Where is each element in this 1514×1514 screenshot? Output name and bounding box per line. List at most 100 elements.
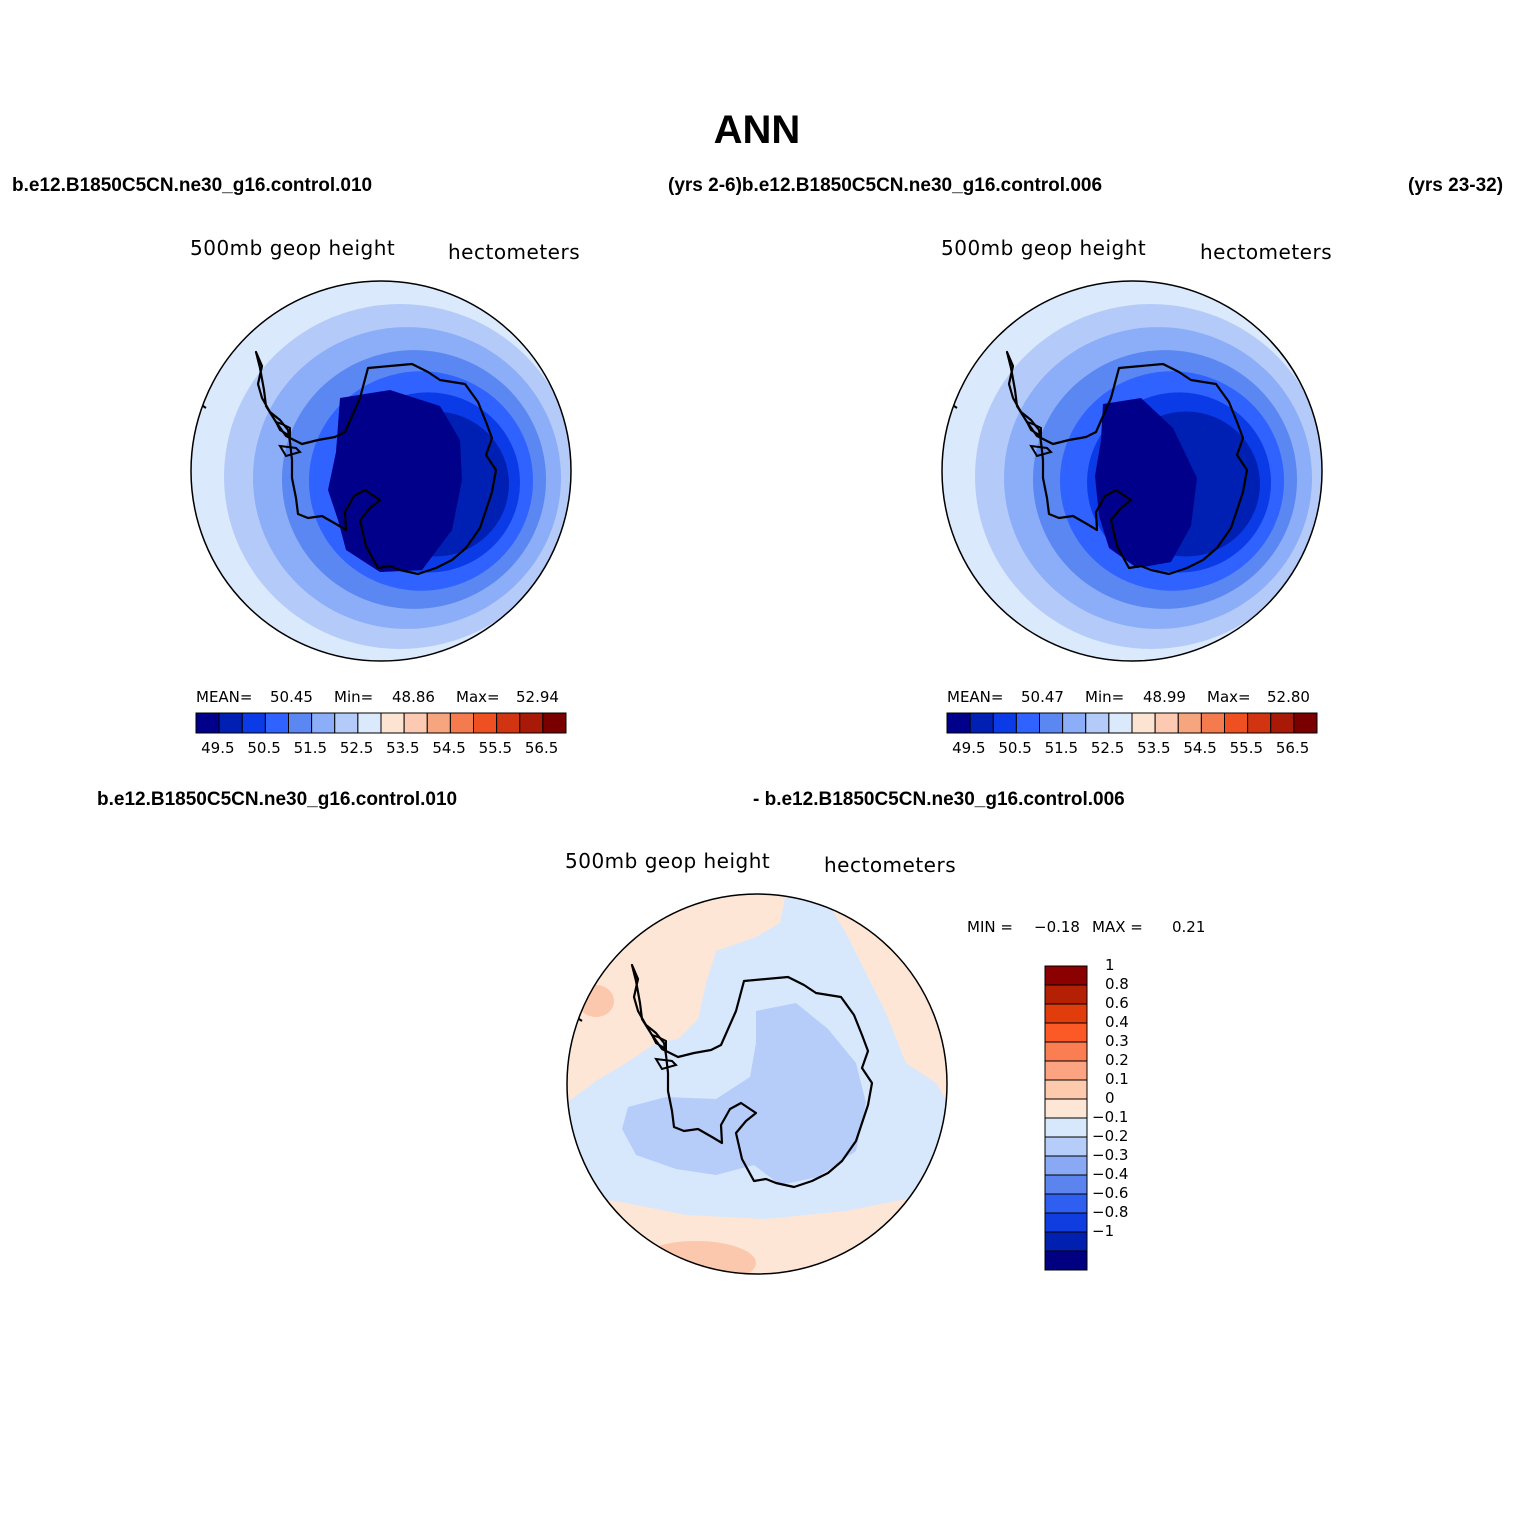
colorbar-tick-label: 51.5	[1044, 739, 1079, 757]
colorbar-box	[1044, 1098, 1088, 1119]
panel1-mean-value: 50.45	[270, 688, 313, 706]
colorbar-tick-label: 49.5	[201, 739, 235, 757]
colorbar-box	[380, 712, 405, 734]
panel2-max-value: 52.80	[1267, 688, 1310, 706]
panel2-min-value: 48.99	[1143, 688, 1186, 706]
panel1-colorbar	[195, 712, 567, 734]
colorbar-tick-label: −0.2	[1092, 1127, 1129, 1145]
colorbar-box	[1044, 1136, 1088, 1157]
colorbar-box	[1108, 712, 1133, 734]
antarctica-coastline	[274, 420, 302, 458]
colorbar-tick-label: 50.5	[998, 739, 1032, 757]
diff-colorbar	[1044, 965, 1088, 1271]
map-boundary	[190, 280, 572, 662]
colorbar-tick-label: −0.3	[1092, 1146, 1129, 1164]
colorbar-tick-label: 51.5	[293, 739, 328, 757]
panel2-units: hectometers	[1200, 240, 1333, 264]
colorbar-box	[357, 712, 382, 734]
contour-band	[1188, 422, 1222, 446]
colorbar-box	[1247, 712, 1272, 734]
panel1-min-label: Min=	[334, 688, 374, 706]
colorbar-box	[969, 712, 994, 734]
contour-band	[636, 1241, 756, 1274]
diff-case-right: - b.e12.B1850C5CN.ne30_g16.control.006	[753, 789, 1125, 810]
contour-fill-group	[191, 281, 571, 661]
colorbar-box	[218, 712, 243, 734]
colorbar-tick-label: 1	[1105, 956, 1115, 974]
colorbar-box	[1044, 1212, 1088, 1233]
panel2-min-label: Min=	[1085, 688, 1125, 706]
contour-band	[1095, 398, 1197, 568]
colorbar-tick-label: 52.5	[1090, 739, 1125, 757]
contour-fill-group	[942, 281, 1322, 661]
colorbar-tick-label: 54.5	[1183, 739, 1217, 757]
colorbar-tick-label: 52.5	[339, 739, 374, 757]
panel1-min-value: 48.86	[392, 688, 435, 706]
colorbar-box	[1062, 712, 1087, 734]
case-label-left: b.e12.B1850C5CN.ne30_g16.control.010	[12, 175, 373, 196]
panel2-max-label: Max=	[1207, 688, 1251, 706]
colorbar-box	[1039, 712, 1064, 734]
contour-fill-group	[567, 894, 947, 1274]
panel1-units: hectometers	[448, 240, 581, 264]
colorbar-box	[1085, 712, 1110, 734]
diff-max-label: MAX =	[1092, 918, 1143, 936]
colorbar-box	[264, 712, 289, 734]
colorbar-box	[426, 712, 451, 734]
colorbar-tick-label: 53.5	[386, 739, 420, 757]
colorbar-box	[311, 712, 336, 734]
colorbar-tick-label: 0.3	[1105, 1032, 1129, 1050]
colorbar-tick-label: −0.6	[1092, 1184, 1129, 1202]
antarctica-coastline	[1025, 420, 1053, 458]
colorbar-box	[542, 712, 567, 734]
diff-variable: 500mb geop height	[565, 849, 771, 873]
colorbar-box	[1200, 712, 1225, 734]
colorbar-tick-label: 56.5	[1275, 739, 1310, 757]
colorbar-tick-label: 0.1	[1105, 1070, 1129, 1088]
panel1-polar-map	[190, 280, 572, 662]
panel1-mean-label: MEAN=	[196, 688, 253, 706]
colorbar-tick-label: 55.5	[478, 739, 513, 757]
colorbar-tick-label: −0.1	[1092, 1108, 1129, 1126]
colorbar-box	[1131, 712, 1156, 734]
panel2-variable: 500mb geop height	[941, 236, 1147, 260]
case-label-right: (yrs 23-32)	[1408, 175, 1504, 196]
panel2-mean-value: 50.47	[1021, 688, 1064, 706]
panel2-colorbar	[946, 712, 1318, 734]
colorbar-box	[1044, 1193, 1088, 1214]
panel1-max-value: 52.94	[516, 688, 559, 706]
colorbar-box	[1224, 712, 1249, 734]
panel2-mean-label: MEAN=	[947, 688, 1004, 706]
colorbar-tick-label: 56.5	[524, 739, 559, 757]
colorbar-box	[195, 712, 220, 734]
case-label-middle: (yrs 2-6)b.e12.B1850C5CN.ne30_g16.contro…	[668, 175, 1103, 196]
contour-band	[578, 985, 614, 1017]
colorbar-box	[1044, 1250, 1088, 1271]
diff-polar-map	[566, 893, 948, 1275]
colorbar-box	[496, 712, 521, 734]
map-boundary	[941, 280, 1323, 662]
colorbar-box	[1044, 1117, 1088, 1138]
colorbar-box	[1044, 1231, 1088, 1252]
colorbar-tick-label: 0.2	[1105, 1051, 1129, 1069]
panel2-polar-map	[941, 280, 1323, 662]
colorbar-box	[1044, 1174, 1088, 1195]
colorbar-box	[1270, 712, 1295, 734]
diff-units: hectometers	[824, 853, 957, 877]
colorbar-tick-label: 0.8	[1105, 975, 1129, 993]
colorbar-box	[288, 712, 313, 734]
diff-max-value: 0.21	[1172, 918, 1206, 936]
antarctica-coastline	[630, 963, 874, 1189]
colorbar-tick-label: 53.5	[1137, 739, 1171, 757]
colorbar-box	[946, 712, 971, 734]
colorbar-box	[241, 712, 266, 734]
colorbar-box	[449, 712, 474, 734]
colorbar-box	[1044, 1003, 1088, 1024]
colorbar-box	[992, 712, 1017, 734]
colorbar-tick-label: −0.4	[1092, 1165, 1129, 1183]
diff-min-value: −0.18	[1034, 918, 1080, 936]
colorbar-box	[1177, 712, 1202, 734]
colorbar-box	[1044, 1079, 1088, 1100]
colorbar-box	[473, 712, 498, 734]
map-boundary	[566, 893, 948, 1275]
